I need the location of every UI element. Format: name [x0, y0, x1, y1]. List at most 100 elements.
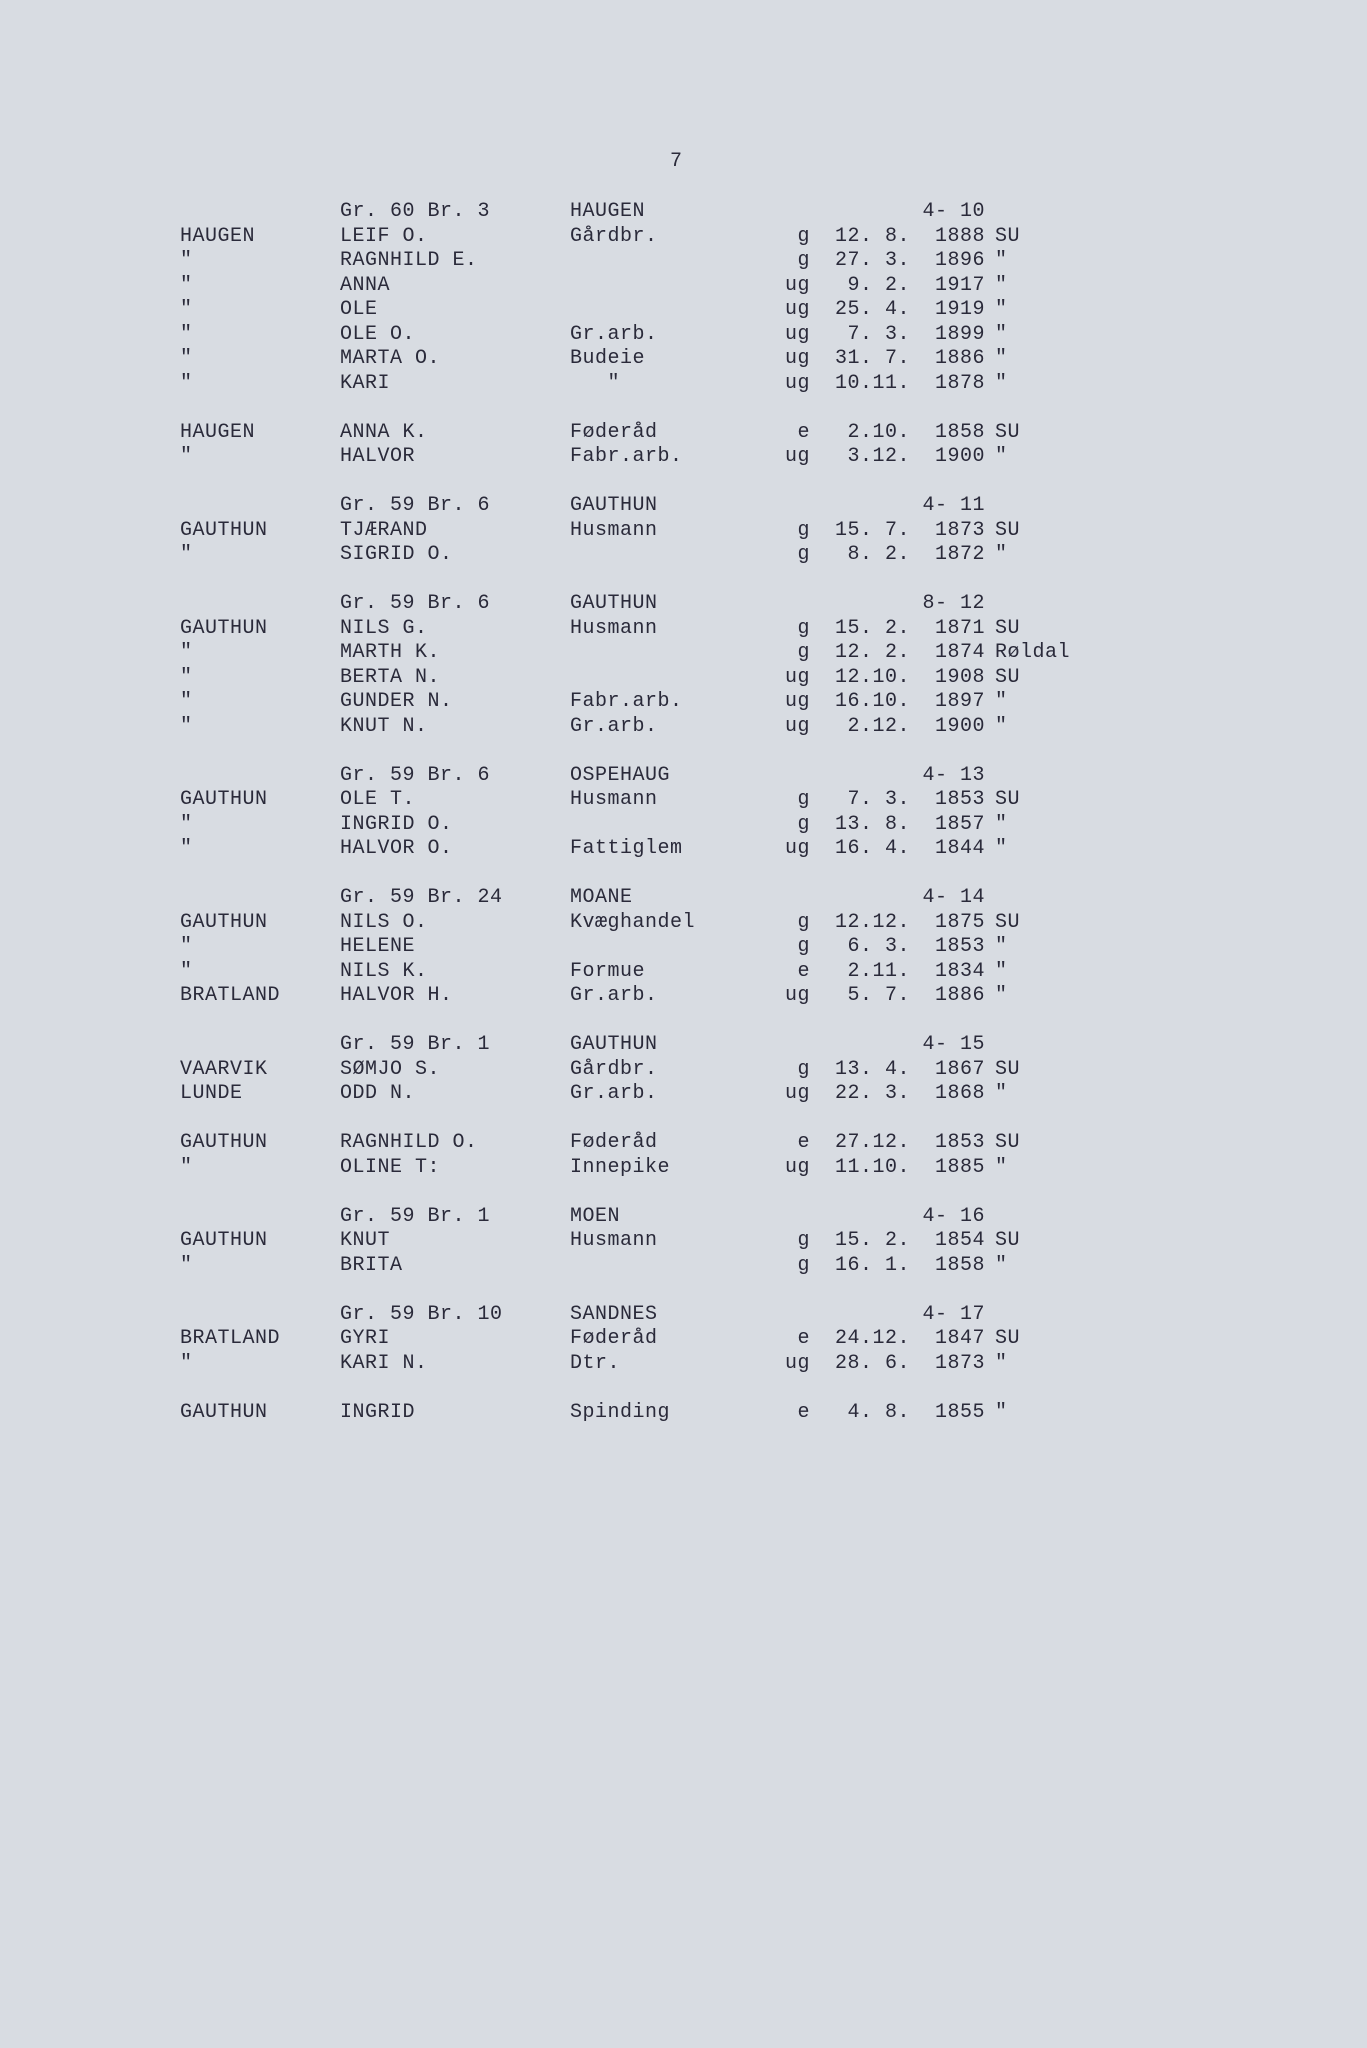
cell-c7: SU: [985, 225, 1115, 250]
cell-c5: 22. 3.: [810, 1082, 910, 1107]
cell-c7: SU: [985, 1229, 1115, 1254]
cell-c6: 1834: [910, 960, 985, 985]
cell-c3: Fabr.arb.: [570, 690, 760, 715]
cell-c7: SU: [985, 911, 1115, 936]
header-place: HAUGEN: [570, 200, 760, 225]
cell-c2: GYRI: [340, 1327, 570, 1352]
table-row: GAUTHUNNILS O.Kvæghandelg12.12.1875SU: [180, 911, 1367, 936]
cell-c2: OLINE T:: [340, 1156, 570, 1181]
table-row: GAUTHUNINGRIDSpindinge4. 8.1855": [180, 1401, 1367, 1426]
cell-c5: 13. 8.: [810, 813, 910, 838]
cell-c6: 1917: [910, 274, 985, 299]
cell-c1: VAARVIK: [180, 1058, 340, 1083]
cell-c7: ": [985, 935, 1115, 960]
cell-c3: Føderåd: [570, 1131, 760, 1156]
cell-c5: 3.12.: [810, 445, 910, 470]
cell-c6: 1857: [910, 813, 985, 838]
cell-c1: ": [180, 543, 340, 568]
cell-c6: 1919: [910, 298, 985, 323]
cell-c3: Spinding: [570, 1401, 760, 1426]
cell-c3: Føderåd: [570, 421, 760, 446]
table-row: GAUTHUNKNUTHusmanng15. 2.1854SU: [180, 1229, 1367, 1254]
cell-c6: 1853: [910, 935, 985, 960]
cell-c6: 1900: [910, 445, 985, 470]
cell-c3: Fattiglem: [570, 837, 760, 862]
cell-c3: ": [570, 372, 760, 397]
cell-c6: 1872: [910, 543, 985, 568]
cell-c1: GAUTHUN: [180, 519, 340, 544]
cell-c4: ug: [760, 666, 810, 691]
group-header: Gr. 59 Br. 6OSPEHAUG4- 13: [180, 764, 1367, 789]
table-row: "KARI N.Dtr.ug28. 6.1873": [180, 1352, 1367, 1377]
cell-c2: MARTA O.: [340, 347, 570, 372]
cell-c2: OLE: [340, 298, 570, 323]
cell-c3: Gr.arb.: [570, 323, 760, 348]
cell-c4: ug: [760, 715, 810, 740]
table-row: GAUTHUNNILS G.Husmanng15. 2.1871SU: [180, 617, 1367, 642]
cell-c6: 1878: [910, 372, 985, 397]
table-row: "GUNDER N.Fabr.arb.ug16.10.1897": [180, 690, 1367, 715]
cell-c2: RAGNHILD E.: [340, 249, 570, 274]
row-gap: [180, 1009, 1367, 1034]
cell-c2: KNUT: [340, 1229, 570, 1254]
cell-c5: 9. 2.: [810, 274, 910, 299]
header-code: 8- 12: [760, 592, 985, 617]
cell-c6: 1867: [910, 1058, 985, 1083]
cell-c1: GAUTHUN: [180, 617, 340, 642]
cell-c1: GAUTHUN: [180, 1229, 340, 1254]
cell-c7: Røldal: [985, 641, 1115, 666]
cell-c1: GAUTHUN: [180, 788, 340, 813]
cell-c1: ": [180, 1352, 340, 1377]
cell-c2: NILS K.: [340, 960, 570, 985]
table-row: "HALVORFabr.arb.ug3.12.1900": [180, 445, 1367, 470]
cell-c5: 15. 2.: [810, 1229, 910, 1254]
cell-c1: GAUTHUN: [180, 1131, 340, 1156]
cell-c2: MARTH K.: [340, 641, 570, 666]
cell-c5: 27.12.: [810, 1131, 910, 1156]
cell-c2: HELENE: [340, 935, 570, 960]
header-code: 4- 11: [760, 494, 985, 519]
cell-c6: 1885: [910, 1156, 985, 1181]
cell-c7: SU: [985, 617, 1115, 642]
row-gap: [180, 1376, 1367, 1401]
cell-c4: g: [760, 617, 810, 642]
cell-c6: 1873: [910, 519, 985, 544]
cell-c3: Gårdbr.: [570, 225, 760, 250]
cell-c7: SU: [985, 666, 1115, 691]
cell-c2: HALVOR O.: [340, 837, 570, 862]
cell-c7: ": [985, 837, 1115, 862]
cell-c5: 25. 4.: [810, 298, 910, 323]
cell-c2: OLE O.: [340, 323, 570, 348]
table-row: "HALVOR O.Fattiglemug16. 4.1844": [180, 837, 1367, 862]
cell-c4: e: [760, 1401, 810, 1426]
cell-c2: NILS G.: [340, 617, 570, 642]
table-row: "KARI "ug10.11.1878": [180, 372, 1367, 397]
cell-c7: SU: [985, 519, 1115, 544]
cell-c7: ": [985, 445, 1115, 470]
cell-c6: 1897: [910, 690, 985, 715]
cell-c2: HALVOR H.: [340, 984, 570, 1009]
cell-c7: ": [985, 690, 1115, 715]
table-row: LUNDEODD N.Gr.arb.ug22. 3.1868": [180, 1082, 1367, 1107]
header-code: 4- 17: [760, 1303, 985, 1328]
cell-c4: g: [760, 1229, 810, 1254]
cell-c2: LEIF O.: [340, 225, 570, 250]
cell-c1: ": [180, 1156, 340, 1181]
document-page: 7 Gr. 60 Br. 3HAUGEN4- 10HAUGENLEIF O.Gå…: [0, 0, 1367, 2048]
cell-c5: 2.11.: [810, 960, 910, 985]
cell-c7: ": [985, 715, 1115, 740]
cell-c4: ug: [760, 690, 810, 715]
cell-c7: ": [985, 1082, 1115, 1107]
cell-c7: ": [985, 960, 1115, 985]
row-gap: [180, 470, 1367, 495]
cell-c6: 1854: [910, 1229, 985, 1254]
table-row: HAUGENLEIF O.Gårdbr.g12. 8.1888SU: [180, 225, 1367, 250]
cell-c3: Husmann: [570, 519, 760, 544]
cell-c6: 1868: [910, 1082, 985, 1107]
cell-c6: 1847: [910, 1327, 985, 1352]
cell-c1: ": [180, 666, 340, 691]
cell-c5: 7. 3.: [810, 323, 910, 348]
table-row: "INGRID O.g13. 8.1857": [180, 813, 1367, 838]
cell-c3: Husmann: [570, 788, 760, 813]
cell-c4: ug: [760, 298, 810, 323]
